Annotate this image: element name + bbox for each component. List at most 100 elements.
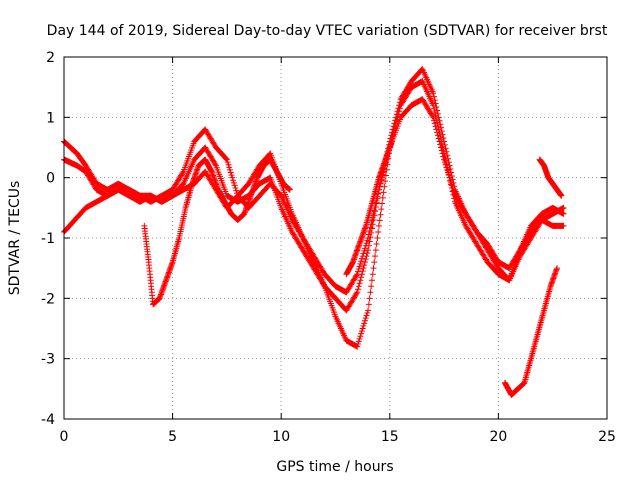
- data-point: [372, 253, 379, 260]
- data-point: [366, 295, 373, 302]
- data-point: [390, 123, 397, 130]
- data-point: [393, 111, 400, 118]
- data-point: [448, 172, 455, 179]
- data-point: [365, 307, 372, 314]
- data-point: [560, 204, 567, 211]
- data-point: [230, 179, 237, 186]
- data-point: [444, 152, 451, 159]
- data-point: [361, 262, 368, 269]
- data-point: [379, 200, 386, 207]
- data-point: [361, 247, 368, 254]
- y-axis-label: SDTVAR / TECUs: [7, 181, 23, 296]
- data-point: [365, 247, 372, 254]
- y-tick-label: -2: [41, 291, 55, 307]
- data-point: [396, 99, 403, 106]
- data-point: [437, 121, 444, 128]
- data-point: [233, 187, 240, 194]
- data-point: [357, 277, 364, 284]
- x-axis-label: GPS time / hours: [276, 459, 393, 475]
- data-point: [375, 222, 382, 229]
- data-point: [451, 183, 458, 190]
- data-point: [441, 141, 448, 148]
- data-point: [436, 117, 443, 124]
- data-point: [353, 272, 360, 279]
- data-point: [363, 240, 370, 247]
- x-tick-label: 15: [381, 429, 399, 445]
- series-track-a: [61, 96, 567, 314]
- data-point: [368, 277, 375, 284]
- data-point: [373, 241, 380, 248]
- data-points: [61, 66, 567, 398]
- data-point: [441, 138, 448, 145]
- data-point: [449, 176, 456, 183]
- data-point: [354, 268, 361, 275]
- data-point: [358, 258, 365, 265]
- data-point: [437, 124, 444, 131]
- data-point: [355, 283, 362, 290]
- y-tick-label: -1: [41, 231, 55, 247]
- data-point: [435, 114, 442, 121]
- data-point: [354, 343, 361, 350]
- data-point: [356, 335, 363, 342]
- data-point: [376, 217, 383, 224]
- data-point: [357, 260, 364, 267]
- data-point: [365, 235, 372, 241]
- y-tick-label: -3: [41, 352, 55, 368]
- y-tick-label: 2: [46, 50, 55, 66]
- data-point: [430, 90, 437, 97]
- data-point: [212, 161, 219, 168]
- data-point: [389, 129, 396, 136]
- data-point: [355, 338, 362, 345]
- data-point: [365, 301, 372, 308]
- data-point: [362, 315, 369, 322]
- data-point: [362, 242, 369, 249]
- x-tick-label: 10: [272, 429, 290, 445]
- y-tick-labels: -4 -3 -2 -1 0 1 2: [41, 50, 55, 428]
- grid: [64, 57, 607, 419]
- data-point: [354, 341, 361, 348]
- data-point: [393, 114, 400, 121]
- data-point: [354, 271, 361, 278]
- data-point: [377, 211, 384, 218]
- data-point: [442, 145, 449, 152]
- data-point: [440, 135, 447, 142]
- data-point: [356, 263, 363, 270]
- series-track-d: [141, 156, 293, 308]
- data-point: [443, 148, 450, 155]
- data-point: [358, 330, 365, 337]
- series-track-b: [61, 78, 567, 350]
- data-point: [232, 185, 239, 192]
- data-point: [365, 231, 372, 238]
- series-track-g: [343, 138, 395, 278]
- data-point: [354, 289, 361, 296]
- data-point: [434, 107, 441, 114]
- data-point: [179, 169, 186, 176]
- data-point: [230, 177, 237, 184]
- data-point: [361, 320, 368, 327]
- data-point: [361, 259, 368, 266]
- data-point: [360, 265, 367, 272]
- data-point: [388, 132, 395, 139]
- data-point: [396, 102, 403, 109]
- data-point: [382, 178, 389, 185]
- plot-frame: [63, 56, 608, 420]
- data-point: [367, 289, 374, 296]
- data-point: [366, 228, 373, 235]
- data-point: [431, 93, 438, 100]
- data-point: [395, 105, 402, 112]
- data-point: [361, 317, 368, 324]
- y-tick-label: 0: [46, 171, 55, 187]
- data-point: [223, 156, 230, 163]
- data-point: [388, 138, 395, 145]
- data-point: [371, 259, 378, 266]
- x-tick-label: 20: [489, 429, 507, 445]
- data-point: [370, 265, 377, 272]
- data-point: [431, 97, 438, 104]
- data-point: [394, 108, 401, 115]
- data-point: [364, 309, 371, 316]
- data-point: [358, 328, 365, 335]
- y-tick-label: -4: [41, 412, 55, 428]
- data-point: [361, 245, 368, 252]
- data-point: [228, 172, 235, 179]
- data-point: [434, 110, 441, 117]
